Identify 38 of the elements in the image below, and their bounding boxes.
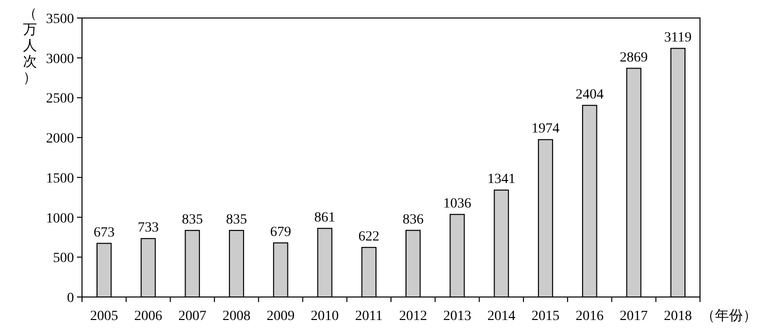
- x-tick-label: 2005: [90, 309, 118, 324]
- y-axis-title: （万人次）: [23, 7, 37, 86]
- data-label: 861: [314, 210, 336, 226]
- y-tick-label: 0: [67, 291, 74, 306]
- data-label: 679: [270, 224, 292, 240]
- x-tick-label: 2006: [134, 309, 162, 324]
- y-tick-label: 500: [53, 251, 74, 266]
- data-label: 3119: [664, 30, 692, 46]
- x-tick-label: 2012: [399, 309, 428, 324]
- data-label: 733: [138, 220, 159, 236]
- x-tick-label: 2017: [620, 309, 648, 324]
- data-label: 835: [182, 212, 203, 228]
- x-tick-label: 2008: [222, 309, 250, 324]
- data-label: 2404: [576, 87, 604, 102]
- x-tick-label: 2015: [532, 309, 560, 324]
- y-tick-label: 1000: [46, 211, 74, 226]
- data-label: 673: [94, 225, 115, 240]
- x-tick-label: 2013: [443, 309, 472, 324]
- x-tick-label: 2010: [310, 309, 339, 324]
- x-tick-label: 2007: [178, 309, 206, 324]
- data-label: 1036: [443, 196, 472, 212]
- x-axis-title: （年份）: [701, 308, 757, 324]
- x-tick-label: 2016: [576, 309, 604, 324]
- data-label: 835: [226, 212, 247, 228]
- y-tick-label: 2000: [46, 132, 74, 147]
- x-tick-label: 2018: [664, 309, 692, 324]
- y-tick-label: 3000: [46, 52, 74, 67]
- data-label: 836: [402, 212, 424, 228]
- data-label: 2869: [620, 50, 648, 66]
- y-tick-label: 2500: [46, 92, 74, 107]
- y-tick-label: 1500: [46, 171, 74, 186]
- data-label: 1341: [487, 172, 516, 188]
- x-tick-label: 2009: [266, 309, 295, 324]
- y-tick-label: 3500: [46, 12, 74, 27]
- data-label: 1974: [532, 122, 560, 137]
- x-tick-label: 2014: [487, 309, 516, 324]
- data-label: 622: [358, 229, 380, 244]
- x-tick-label: 2011: [355, 309, 383, 324]
